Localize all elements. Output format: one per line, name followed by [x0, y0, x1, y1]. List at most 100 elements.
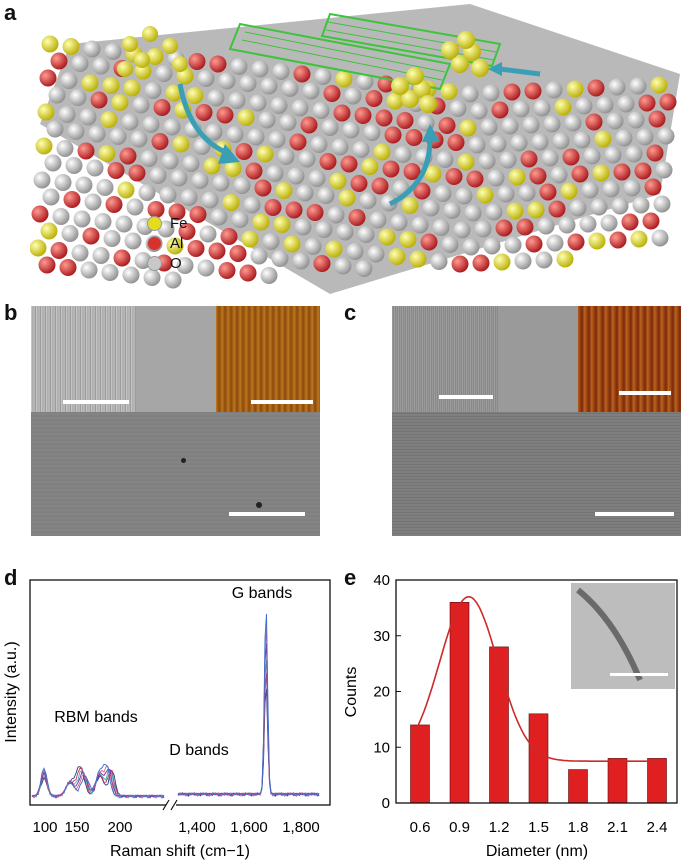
atom: [153, 99, 171, 116]
atom: [80, 261, 98, 279]
atom: [625, 145, 643, 163]
legend-item-o: O: [147, 253, 188, 273]
atom: [443, 202, 461, 219]
atom: [138, 184, 156, 201]
x-tick-label-100: 100: [32, 819, 57, 836]
atom: [630, 230, 648, 248]
atom: [73, 210, 91, 228]
atom: [518, 184, 536, 202]
atom: [399, 231, 417, 248]
atom: [359, 192, 377, 209]
atom: [159, 186, 177, 204]
axis-break-mark: [162, 799, 178, 811]
atom: [285, 201, 303, 219]
histogram-bar: [528, 713, 549, 804]
atom: [117, 181, 135, 199]
atom: [608, 78, 626, 96]
sem-zoom-region-b: [136, 306, 216, 412]
atom: [140, 150, 158, 167]
sem-inset-c: [392, 306, 498, 412]
atom: [165, 84, 183, 102]
scale-bar-main-b: [229, 512, 305, 516]
atom: [180, 189, 198, 206]
atom: [271, 250, 289, 267]
atom: [187, 240, 205, 257]
atom: [237, 109, 255, 126]
atom: [144, 82, 162, 99]
atom: [98, 145, 116, 162]
atom: [632, 196, 650, 214]
atom: [79, 108, 97, 126]
atom: [191, 172, 209, 189]
atom: [585, 113, 603, 131]
atom: [149, 167, 167, 184]
atom: [313, 255, 331, 272]
sem-zoom-region-c: [498, 306, 578, 412]
atom: [438, 117, 456, 134]
atom: [510, 134, 528, 152]
atom: [338, 189, 356, 207]
atom: [434, 185, 452, 202]
atom: [69, 89, 87, 106]
atom: [356, 73, 374, 90]
y-axis-ticks-e: 0 10 20 30 40: [373, 572, 401, 812]
atom: [92, 247, 110, 264]
atom: [113, 249, 131, 267]
atom: [491, 101, 509, 119]
histogram-bar: [568, 769, 588, 804]
atom: [569, 199, 587, 217]
atom: [146, 48, 164, 65]
atom: [522, 116, 540, 134]
atom: [65, 157, 83, 174]
atom: [394, 146, 412, 163]
atom: [457, 153, 475, 171]
atom: [657, 127, 675, 145]
atom: [464, 204, 482, 222]
atom: [50, 242, 68, 259]
atom: [422, 199, 440, 217]
atom: [420, 233, 438, 251]
atom: [606, 112, 624, 130]
atom: [493, 253, 511, 271]
atom: [296, 184, 314, 202]
atom: [508, 168, 526, 186]
al-swatch-icon: [147, 235, 162, 251]
atom: [361, 158, 379, 175]
atom: [319, 153, 337, 170]
atom: [375, 109, 393, 127]
panel-label-d: d: [4, 565, 18, 590]
atom: [273, 216, 291, 233]
atom: [243, 196, 261, 214]
atom: [636, 128, 654, 146]
atom: [121, 113, 139, 131]
x-tick-label: 2.1: [607, 819, 628, 836]
atom: [485, 203, 503, 221]
atom: [59, 259, 77, 276]
atom: [82, 227, 100, 245]
atom: [352, 141, 370, 158]
x-tick-label: 0.9: [449, 819, 470, 836]
atom: [122, 266, 140, 284]
atom: [315, 221, 333, 238]
atom: [102, 77, 120, 94]
atom: [275, 182, 293, 199]
atom: [168, 203, 186, 221]
atom: [142, 116, 160, 133]
atom: [92, 57, 110, 75]
atom: [413, 182, 431, 200]
atom: [560, 182, 578, 200]
atom: [124, 232, 142, 250]
atom: [430, 253, 448, 270]
atom: [195, 104, 213, 121]
diameter-histogram-chart: 0 10 20 30 40 0.6 0.9 1.2 1.5 1.8 2.1 2.4 Diameter…: [343, 572, 678, 860]
atom: [335, 70, 353, 88]
atom: [646, 144, 664, 162]
atom: [503, 83, 521, 101]
atom: [163, 118, 181, 136]
y-tick-label: 40: [373, 572, 390, 589]
atom: [365, 90, 383, 107]
atom: [592, 164, 610, 182]
atom: [482, 84, 500, 102]
annotation-rbm-bands: RBM bands: [54, 709, 138, 726]
atom: [512, 100, 530, 118]
